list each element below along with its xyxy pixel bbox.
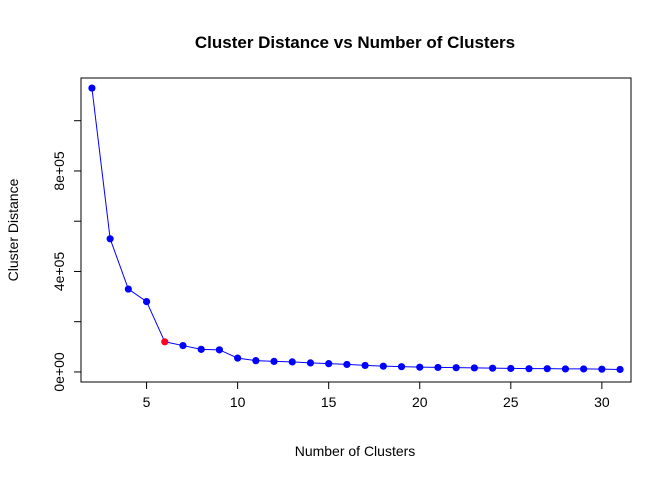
data-point — [124, 285, 132, 293]
data-point — [580, 365, 588, 373]
data-point — [361, 361, 369, 370]
data-point — [379, 362, 387, 370]
x-tick-label: 30 — [594, 394, 610, 410]
data-point — [325, 360, 333, 368]
data-point — [306, 359, 315, 367]
data-point — [397, 363, 406, 371]
data-point — [488, 364, 497, 372]
data-point — [288, 358, 296, 366]
x-tick-label: 10 — [230, 394, 246, 410]
data-point — [561, 365, 570, 373]
data-point — [543, 365, 551, 373]
data-point — [470, 364, 478, 372]
series-line — [91, 87, 621, 370]
plot-frame — [80, 77, 632, 383]
highlight-point — [161, 338, 169, 346]
x-tick-label: 15 — [321, 394, 337, 410]
series-layer — [88, 84, 624, 374]
data-point — [252, 357, 260, 365]
data-point — [507, 364, 515, 373]
y-tick-label: 0e+00 — [51, 352, 67, 392]
data-point — [452, 364, 460, 372]
y-tick-label: 4e+05 — [51, 252, 67, 292]
data-point — [234, 354, 242, 362]
y-tick-label: 8e+05 — [51, 151, 67, 191]
data-point — [88, 84, 96, 92]
x-axis-label: Number of Clusters — [295, 443, 416, 459]
data-point — [616, 365, 624, 374]
chart-title: Cluster Distance vs Number of Clusters — [195, 33, 515, 52]
x-axis: 5 10 15 20 25 30 — [143, 381, 610, 410]
data-point — [215, 346, 224, 354]
data-point — [270, 357, 278, 365]
data-point — [434, 363, 442, 372]
x-tick-label: 5 — [143, 394, 151, 410]
data-point — [106, 235, 114, 243]
data-point — [598, 365, 606, 373]
data-point — [343, 360, 351, 369]
x-tick-label: 25 — [503, 394, 519, 410]
y-axis-label: Cluster Distance — [5, 178, 21, 281]
data-point — [416, 363, 424, 371]
y-axis: 0e+00 4e+05 8e+05 — [51, 120, 82, 392]
data-point — [142, 298, 151, 306]
data-point — [179, 341, 187, 350]
x-tick-label: 20 — [412, 394, 428, 410]
data-point — [525, 365, 533, 373]
data-point — [197, 345, 205, 353]
